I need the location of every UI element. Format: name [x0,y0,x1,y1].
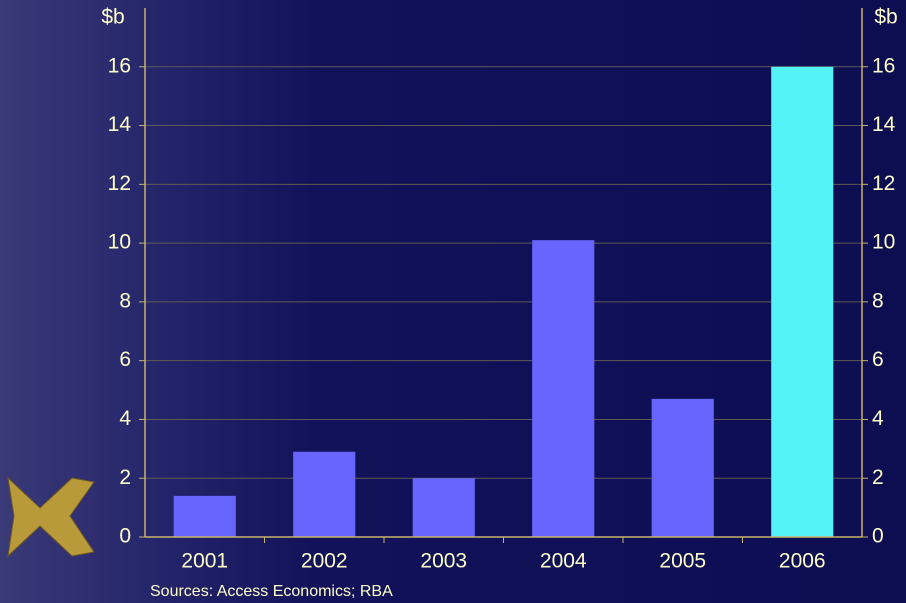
x-tick-label: 2003 [420,550,467,573]
y-tick-label: 2 [119,466,131,489]
y-tick-label: 0 [119,525,131,548]
y2-axis-unit: $b [874,6,897,29]
bar [532,240,595,537]
y-axis-unit: $b [101,6,124,29]
y2-tick-label: 12 [872,172,895,195]
y-tick-label: 16 [108,54,131,77]
logo [7,476,95,558]
y-tick-label: 6 [119,348,131,371]
y-tick-label: 4 [119,407,131,430]
x-tick-label: 2006 [779,550,826,573]
y-tick-label: 8 [119,289,131,312]
bar [412,478,475,537]
bar [293,451,356,537]
x-tick-label: 2002 [301,550,348,573]
y2-tick-label: 8 [872,289,884,312]
source-note: Sources: Access Economics; RBA [150,583,393,600]
y2-tick-label: 16 [872,54,895,77]
y-tick-label: 10 [108,231,131,254]
x-tick-label: 2001 [181,550,228,573]
y-tick-label: 14 [108,113,132,136]
bar [771,66,834,538]
y2-tick-label: 10 [872,231,895,254]
y2-tick-label: 0 [872,525,884,548]
x-tick-label: 2005 [659,550,706,573]
y2-tick-label: 2 [872,466,884,489]
y2-tick-label: 4 [872,407,884,430]
bar [651,398,714,537]
x-tick-label: 2004 [540,550,587,573]
y-tick-label: 12 [108,172,131,195]
bar [173,495,236,537]
y2-tick-label: 6 [872,348,884,371]
y2-tick-label: 14 [872,113,896,136]
